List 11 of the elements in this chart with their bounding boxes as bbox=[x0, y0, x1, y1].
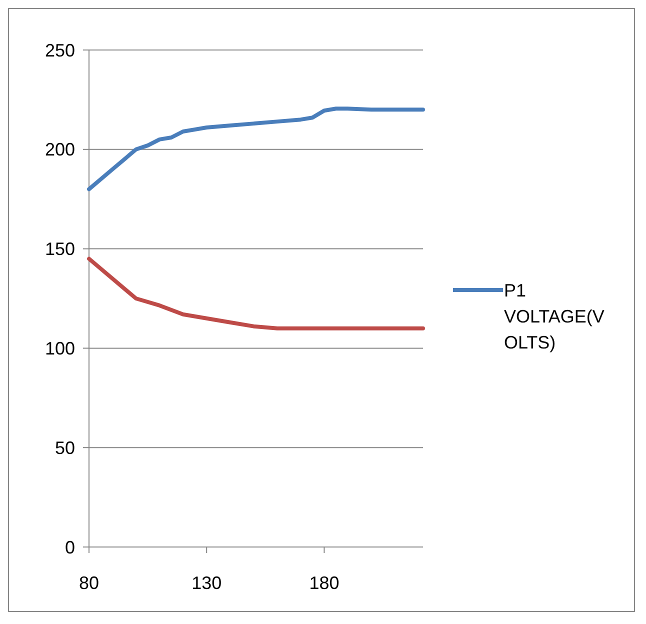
x-tick-label: 80 bbox=[78, 573, 100, 593]
y-tick-label: 50 bbox=[54, 438, 75, 458]
y-tick-label: 100 bbox=[44, 338, 75, 358]
y-tick-label: 200 bbox=[44, 140, 75, 160]
legend-label: P1 VOLTAGE(VOLTS) bbox=[504, 280, 604, 352]
x-tick-label: 180 bbox=[309, 573, 340, 593]
x-tick-label: 130 bbox=[192, 573, 222, 593]
y-tick-label: 0 bbox=[64, 537, 75, 558]
line-series bbox=[87, 256, 425, 330]
y-tick-label: 250 bbox=[44, 40, 75, 60]
y-tick-label: 150 bbox=[44, 239, 75, 260]
